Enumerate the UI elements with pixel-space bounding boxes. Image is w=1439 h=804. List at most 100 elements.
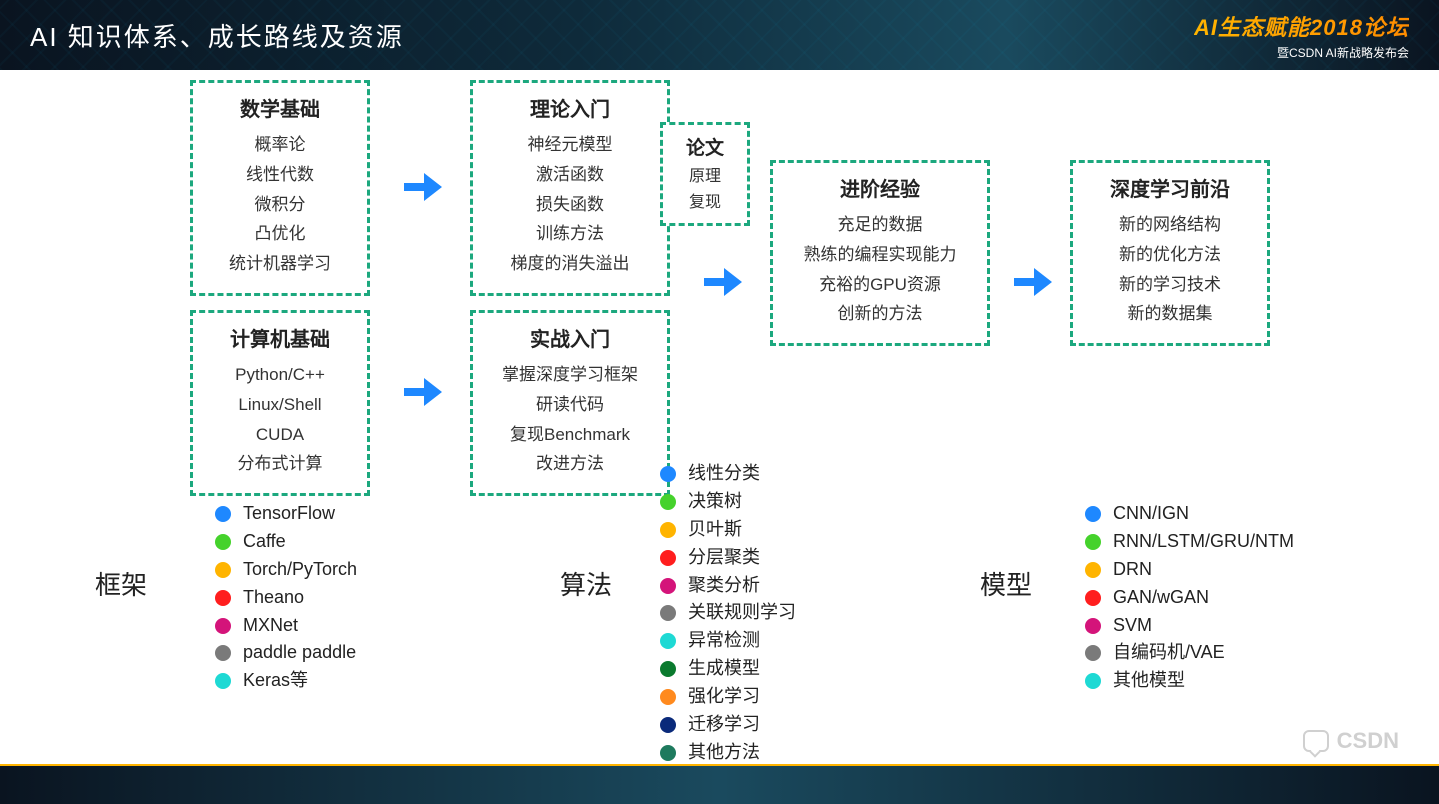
- box-title: 进阶经验: [791, 173, 969, 202]
- list-item: Torch/PyTorch: [215, 556, 357, 584]
- list-models: CNN/IGNRNN/LSTM/GRU/NTMDRNGAN/wGANSVM自编码…: [1085, 500, 1294, 695]
- event-logo-line2: 暨CSDN AI新战略发布会: [1194, 44, 1409, 61]
- box-item: 创新的方法: [791, 299, 969, 329]
- box-item: 充足的数据: [791, 210, 969, 240]
- list-item: Keras等: [215, 667, 357, 695]
- list-item-text: RNN/LSTM/GRU/NTM: [1113, 528, 1294, 556]
- box-item: 微积分: [211, 190, 349, 220]
- bullet-dot-icon: [215, 645, 231, 661]
- box-item: 研读代码: [491, 390, 649, 420]
- bullet-dot-icon: [215, 534, 231, 550]
- arrow-right-icon: [400, 165, 444, 209]
- box-item: 训练方法: [491, 219, 649, 249]
- box-item: 概率论: [211, 130, 349, 160]
- list-item-text: CNN/IGN: [1113, 500, 1189, 528]
- list-item-text: 自编码机/VAE: [1113, 639, 1225, 667]
- list-label-frameworks: 框架: [95, 565, 147, 602]
- list-item: MXNet: [215, 612, 357, 640]
- arrow-right-icon: [1010, 260, 1054, 304]
- list-item: 贝叶斯: [660, 516, 796, 544]
- list-item: TensorFlow: [215, 500, 357, 528]
- list-item-text: Caffe: [243, 528, 286, 556]
- flow-box-advanced: 进阶经验充足的数据熟练的编程实现能力充裕的GPU资源创新的方法: [770, 160, 990, 346]
- list-item: Theano: [215, 584, 357, 612]
- bullet-dot-icon: [660, 494, 676, 510]
- box-item: 熟练的编程实现能力: [791, 240, 969, 270]
- list-item-text: 关联规则学习: [688, 599, 796, 627]
- page-title: AI 知识体系、成长路线及资源: [30, 17, 404, 54]
- event-logo-line1: AI生态赋能2018论坛: [1194, 10, 1409, 42]
- box-item: 原理: [677, 164, 733, 190]
- box-item: 分布式计算: [211, 449, 349, 479]
- flow-box-cs: 计算机基础Python/C++Linux/ShellCUDA分布式计算: [190, 310, 370, 496]
- list-item: paddle paddle: [215, 639, 357, 667]
- list-item-text: 其他模型: [1113, 667, 1185, 695]
- box-item: 凸优化: [211, 219, 349, 249]
- bullet-dot-icon: [1085, 645, 1101, 661]
- box-title: 实战入门: [491, 323, 649, 352]
- watermark-text: CSDN: [1337, 728, 1399, 754]
- list-frameworks: TensorFlowCaffeTorch/PyTorchTheanoMXNetp…: [215, 500, 357, 695]
- box-item: 掌握深度学习框架: [491, 360, 649, 390]
- box-item: 新的优化方法: [1091, 240, 1249, 270]
- diagram-canvas: 数学基础概率论线性代数微积分凸优化统计机器学习计算机基础Python/C++Li…: [0, 70, 1439, 730]
- box-item: 改进方法: [491, 449, 649, 479]
- box-item: 激活函数: [491, 160, 649, 190]
- list-item-text: 强化学习: [688, 683, 760, 711]
- arrow-right-icon: [700, 260, 744, 304]
- list-item-text: TensorFlow: [243, 500, 335, 528]
- box-title: 数学基础: [211, 93, 349, 122]
- bullet-dot-icon: [215, 590, 231, 606]
- bullet-dot-icon: [1085, 506, 1101, 522]
- list-item: RNN/LSTM/GRU/NTM: [1085, 528, 1294, 556]
- box-item: 新的网络结构: [1091, 210, 1249, 240]
- list-item-text: 生成模型: [688, 655, 760, 683]
- list-label-models: 模型: [980, 565, 1032, 602]
- list-algorithms: 线性分类决策树贝叶斯分层聚类聚类分析关联规则学习异常检测生成模型强化学习迁移学习…: [660, 460, 796, 767]
- flow-box-theory: 理论入门神经元模型激活函数损失函数训练方法梯度的消失溢出: [470, 80, 670, 296]
- box-item: 复现: [677, 190, 733, 216]
- list-item: CNN/IGN: [1085, 500, 1294, 528]
- list-item: 聚类分析: [660, 572, 796, 600]
- bullet-dot-icon: [215, 618, 231, 634]
- list-item-text: GAN/wGAN: [1113, 584, 1209, 612]
- bullet-dot-icon: [660, 689, 676, 705]
- flow-box-paper: 论文原理复现: [660, 122, 750, 226]
- box-item: 神经元模型: [491, 130, 649, 160]
- box-item: 统计机器学习: [211, 249, 349, 279]
- bullet-dot-icon: [660, 661, 676, 677]
- list-item-text: Keras等: [243, 667, 308, 695]
- bullet-dot-icon: [660, 745, 676, 761]
- list-item-text: 决策树: [688, 488, 742, 516]
- box-item: 梯度的消失溢出: [491, 249, 649, 279]
- bullet-dot-icon: [1085, 534, 1101, 550]
- list-item-text: DRN: [1113, 556, 1152, 584]
- box-item: 新的学习技术: [1091, 270, 1249, 300]
- bullet-dot-icon: [660, 578, 676, 594]
- list-item-text: 其他方法: [688, 739, 760, 767]
- list-item: 关联规则学习: [660, 599, 796, 627]
- list-item: 决策树: [660, 488, 796, 516]
- box-item: 线性代数: [211, 160, 349, 190]
- list-item: 其他方法: [660, 739, 796, 767]
- footer-banner: [0, 764, 1439, 804]
- list-item-text: paddle paddle: [243, 639, 356, 667]
- list-item-text: 线性分类: [688, 460, 760, 488]
- list-item-text: MXNet: [243, 612, 298, 640]
- bullet-dot-icon: [215, 506, 231, 522]
- bullet-dot-icon: [660, 550, 676, 566]
- bullet-dot-icon: [1085, 673, 1101, 689]
- bullet-dot-icon: [215, 673, 231, 689]
- list-item-text: 迁移学习: [688, 711, 760, 739]
- list-item: DRN: [1085, 556, 1294, 584]
- list-item: 线性分类: [660, 460, 796, 488]
- box-item: 损失函数: [491, 190, 649, 220]
- list-item-text: SVM: [1113, 612, 1152, 640]
- box-title: 论文: [677, 133, 733, 160]
- speech-bubble-icon: [1303, 730, 1329, 752]
- box-title: 深度学习前沿: [1091, 173, 1249, 202]
- arrow-right-icon: [400, 370, 444, 414]
- box-item: 新的数据集: [1091, 299, 1249, 329]
- box-title: 理论入门: [491, 93, 649, 122]
- list-item: Caffe: [215, 528, 357, 556]
